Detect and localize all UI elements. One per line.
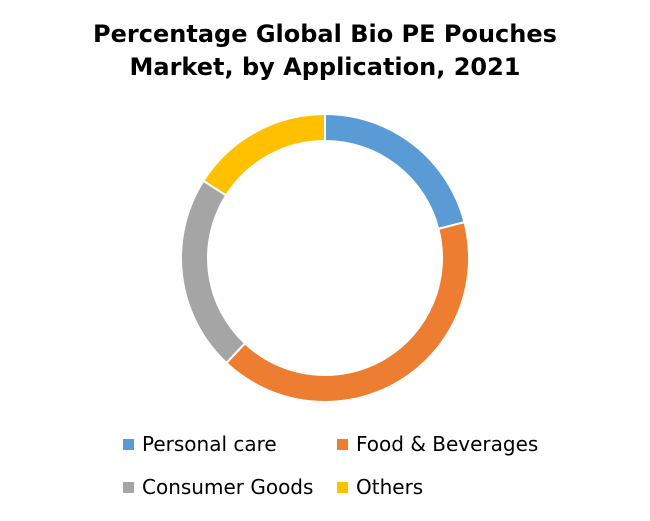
chart-title-line-1: Percentage Global Bio PE Pouches	[93, 20, 557, 48]
donut-slice-others	[202, 112, 326, 197]
legend-label-consumer-goods: Consumer Goods	[142, 475, 314, 499]
legend-swatch-personal-care	[123, 438, 134, 450]
legend-swatch-others	[337, 481, 348, 493]
legend-label-others: Others	[356, 475, 424, 499]
legend-item-food-beverages: Food & Beverages	[337, 432, 538, 456]
chart-title-line-2: Market, by Application, 2021	[129, 53, 521, 81]
legend-swatch-food-beverages	[337, 438, 348, 450]
legend-item-others: Others	[337, 475, 423, 499]
chart-title: Percentage Global Bio PE Pouches Market,…	[0, 18, 650, 84]
donut-slice-food-beverages	[225, 220, 470, 403]
legend-item-personal-care: Personal care	[123, 432, 277, 456]
legend-item-consumer-goods: Consumer Goods	[123, 475, 313, 499]
legend-label-personal-care: Personal care	[142, 432, 277, 456]
donut-slice-personal-care	[324, 112, 466, 231]
donut-slice-consumer-goods	[180, 179, 247, 365]
legend-label-food-beverages: Food & Beverages	[356, 432, 539, 456]
legend-swatch-consumer-goods	[123, 481, 134, 493]
